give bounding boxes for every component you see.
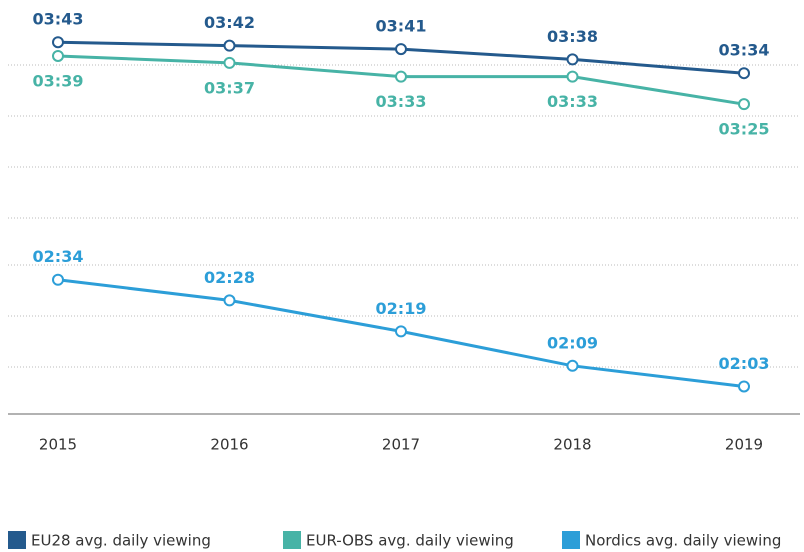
point	[223, 39, 236, 52]
point	[566, 359, 579, 372]
point	[738, 67, 750, 80]
value-label: 03:39	[33, 71, 84, 90]
legend-swatch	[283, 531, 301, 549]
value-label: 03:25	[719, 120, 770, 139]
point	[395, 70, 407, 83]
point	[566, 53, 579, 66]
point	[738, 380, 750, 393]
value-label: 03:37	[204, 78, 255, 97]
legend-label: Nordics avg. daily viewing	[585, 532, 781, 550]
x-tick-label: 2017	[382, 436, 420, 454]
value-label: 03:33	[547, 92, 598, 111]
value-label: 03:42	[204, 13, 255, 32]
x-tick-label: 2019	[725, 436, 763, 454]
value-label: 02:34	[33, 247, 84, 266]
point	[52, 49, 64, 62]
value-label: 03:41	[376, 17, 427, 36]
point	[738, 98, 750, 111]
value-label: 03:38	[547, 27, 598, 46]
value-label: 02:09	[547, 333, 598, 352]
x-tick-label: 2016	[210, 436, 248, 454]
point	[52, 36, 64, 49]
value-label: 03:34	[719, 41, 770, 60]
point	[395, 325, 407, 338]
x-tick-label: 2015	[39, 436, 77, 454]
value-label: 03:43	[33, 10, 84, 29]
legend-swatch	[8, 531, 26, 549]
legend-swatch	[562, 531, 580, 549]
point	[395, 43, 407, 56]
point	[223, 294, 236, 307]
point	[223, 56, 236, 69]
point	[52, 273, 64, 286]
legend-label: EU28 avg. daily viewing	[31, 532, 211, 550]
value-label: 02:28	[204, 268, 255, 287]
grid	[8, 64, 800, 368]
value-label: 03:33	[376, 92, 427, 111]
value-label: 02:19	[376, 299, 427, 318]
legend-label: EUR-OBS avg. daily viewing	[306, 532, 514, 550]
value-label: 02:03	[719, 354, 770, 373]
x-tick-label: 2018	[553, 436, 591, 454]
point	[566, 70, 579, 83]
